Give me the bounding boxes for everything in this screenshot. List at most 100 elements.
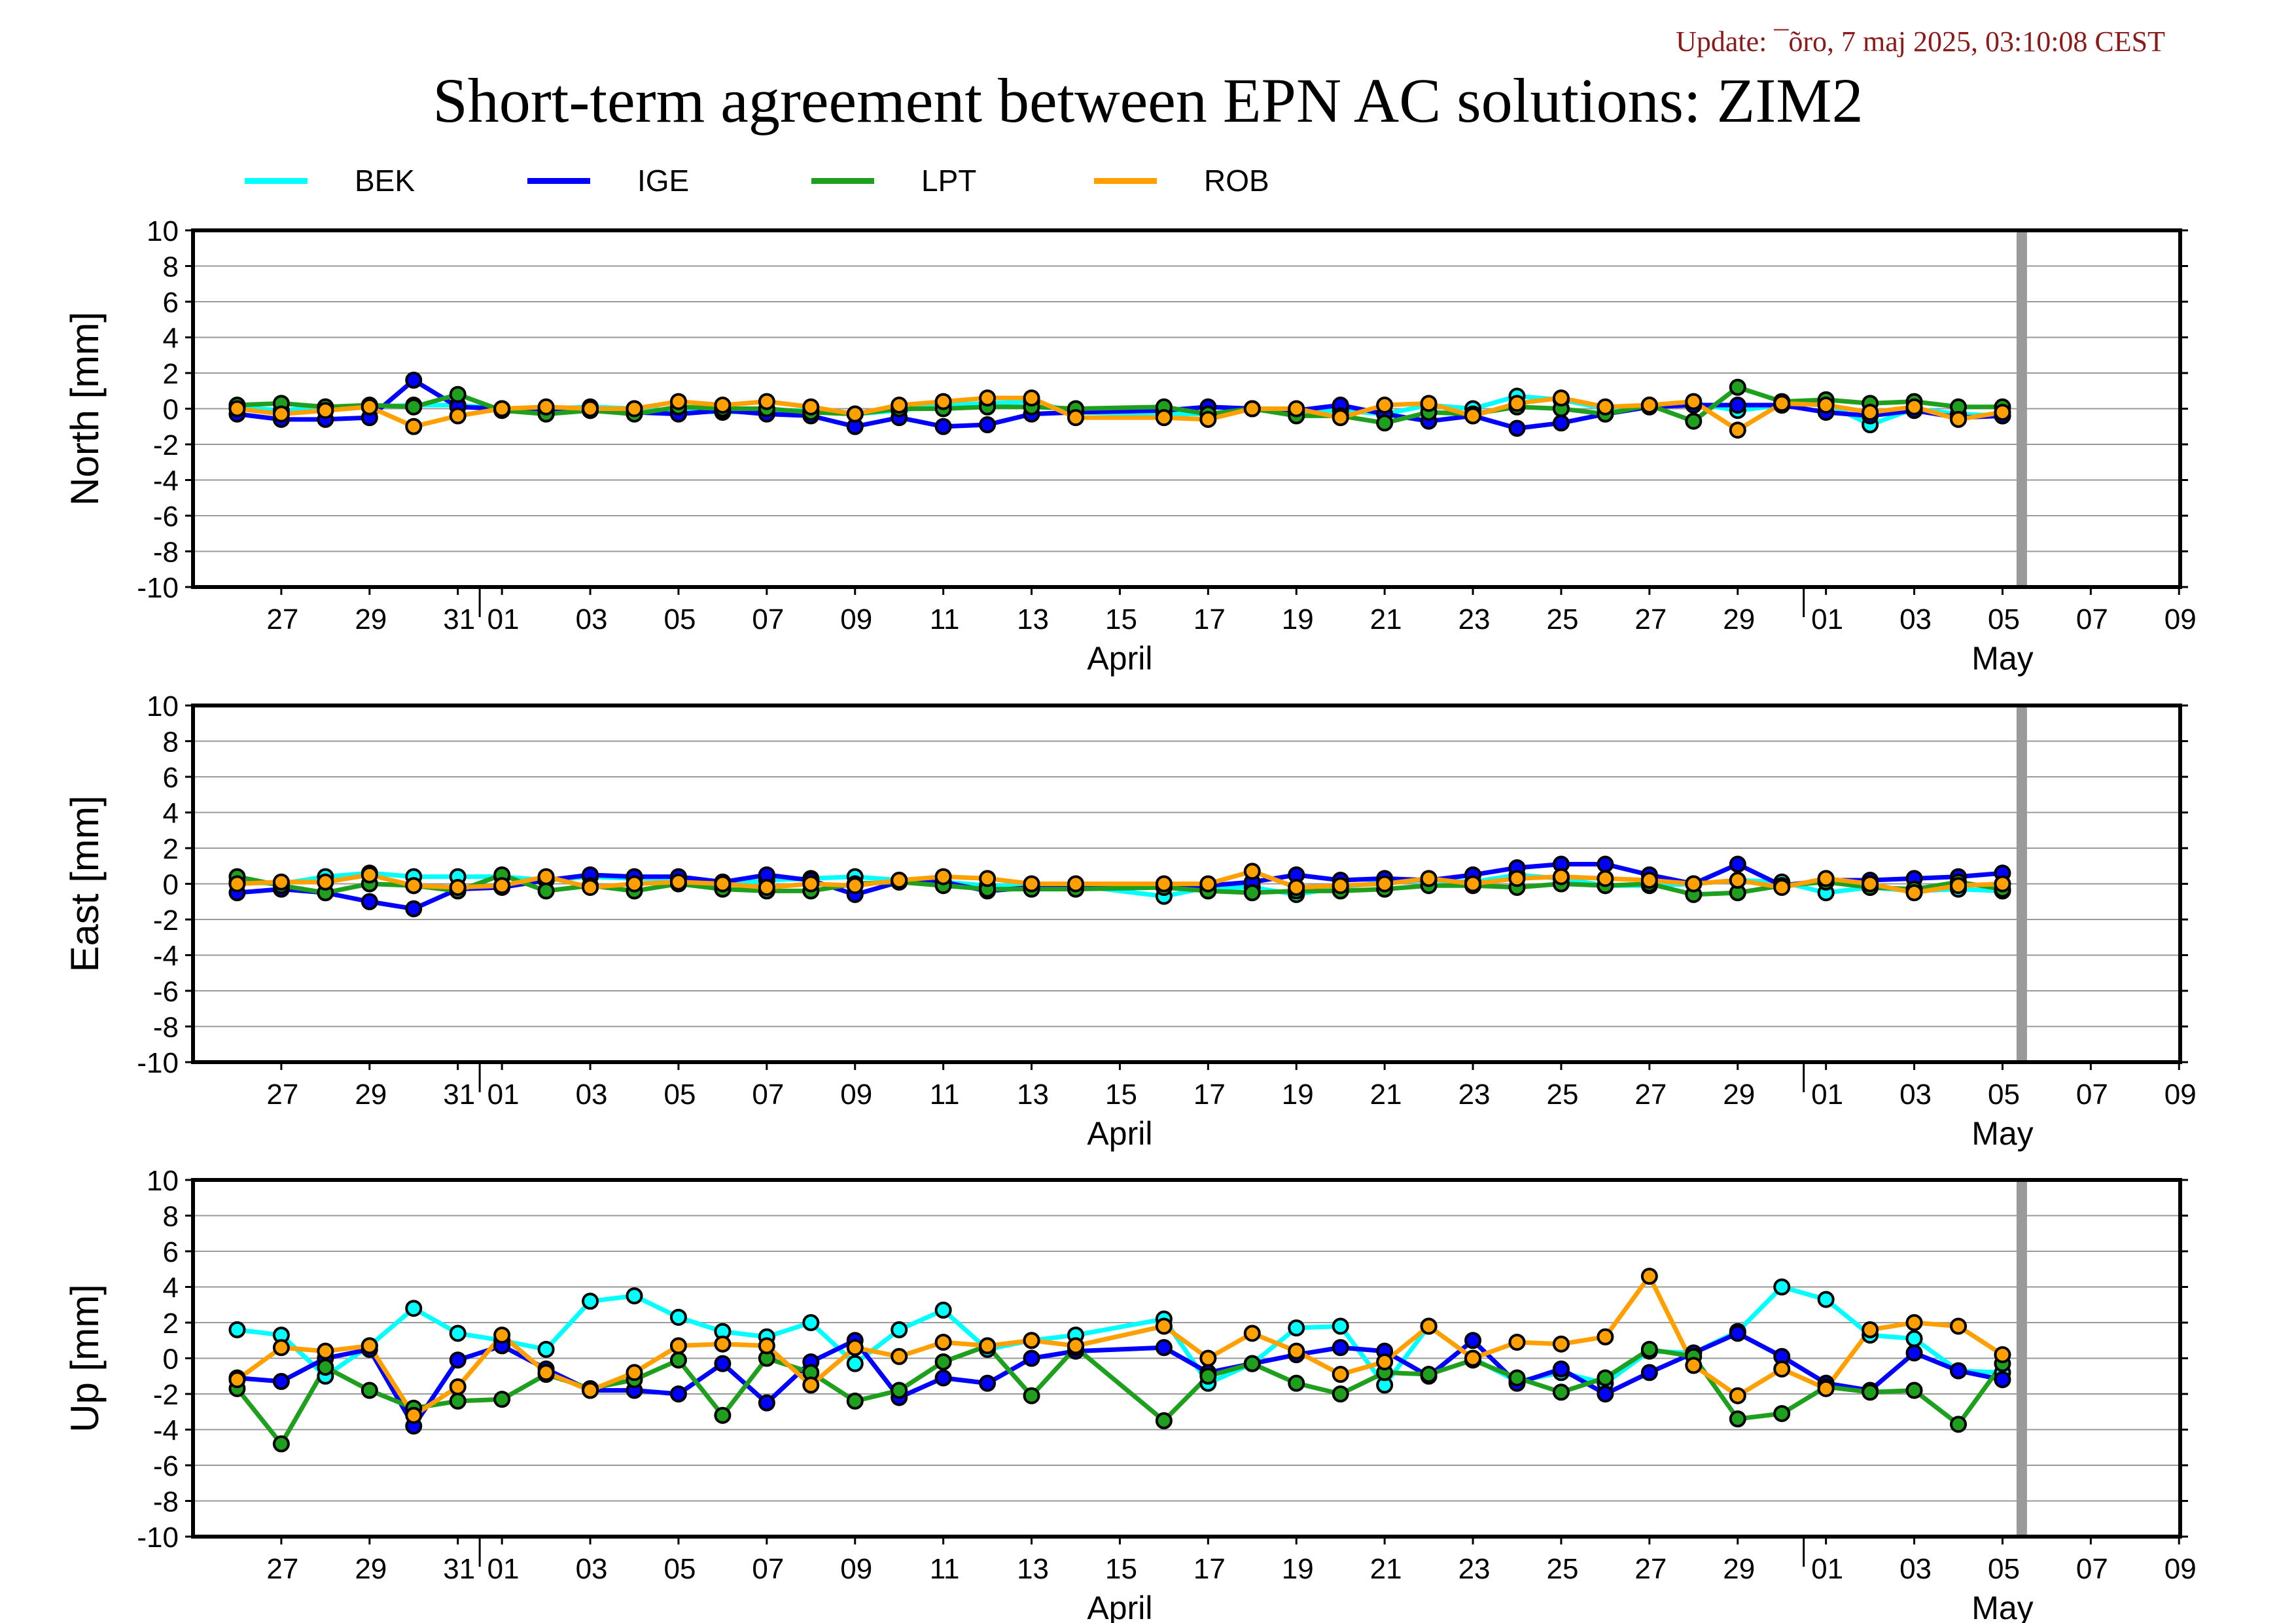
- x-tick-label: 17: [1193, 1553, 1226, 1585]
- data-point-rob: [1862, 403, 1879, 421]
- data-point-rob: [1552, 1335, 1570, 1353]
- x-tick-label: 03: [576, 1079, 608, 1111]
- x-tick-label: 11: [930, 1553, 960, 1585]
- data-point-rob: [714, 1335, 732, 1353]
- data-point-lpt: [537, 882, 555, 900]
- data-point-bek: [1817, 1291, 1835, 1308]
- data-point-rob: [1155, 875, 1173, 893]
- x-tick-label: 11: [930, 603, 960, 635]
- x-tick-label: 15: [1105, 1553, 1137, 1585]
- data-point-ige: [1729, 1325, 1746, 1342]
- data-point-rob: [537, 1364, 555, 1382]
- y-tick-label: -8: [153, 537, 179, 569]
- data-point-rob: [1729, 1387, 1746, 1404]
- x-tick-label: 21: [1370, 603, 1402, 635]
- x-tick-label: 13: [1017, 1079, 1049, 1111]
- data-point-rob: [1464, 875, 1482, 893]
- x-tick-label: 19: [1282, 603, 1314, 635]
- data-point-lpt: [1950, 1416, 1967, 1433]
- x-tick-label: 27: [266, 1553, 298, 1585]
- y-tick-label: 6: [163, 287, 179, 319]
- data-point-ige: [1552, 1360, 1570, 1378]
- x-tick-label: 23: [1458, 603, 1491, 635]
- y-tick-label: 2: [163, 833, 179, 865]
- data-point-lpt: [891, 1382, 908, 1399]
- x-tick-label: 01: [1811, 1079, 1843, 1111]
- y-tick-label: -8: [153, 1486, 179, 1518]
- data-point-rob: [1597, 398, 1614, 416]
- data-point-rob: [979, 1337, 997, 1355]
- x-tick-label: 29: [1723, 1079, 1755, 1111]
- data-point-bek: [1332, 1317, 1349, 1335]
- data-point-rob: [1862, 875, 1879, 893]
- data-point-ige: [934, 1369, 952, 1387]
- x-tick-label: 07: [752, 1553, 784, 1585]
- data-point-rob: [1199, 410, 1217, 428]
- x-tick-label: 29: [1723, 603, 1755, 635]
- data-point-rob: [1243, 1325, 1261, 1342]
- data-point-ige: [1905, 1344, 1923, 1362]
- data-point-rob: [1288, 1342, 1305, 1360]
- data-point-rob: [1950, 877, 1967, 895]
- data-point-rob: [1023, 1332, 1040, 1349]
- data-point-lpt: [1023, 1387, 1040, 1404]
- panel-1: 10 8 6 42 0-2 -4 -6 -8-10 27 29 31 01 03 05 07 09 11 13 15…: [63, 690, 2197, 1152]
- data-point-rob: [979, 389, 997, 407]
- data-point-rob: [1905, 1314, 1923, 1331]
- data-point-rob: [1023, 389, 1040, 407]
- x-tick-label: 07: [2076, 603, 2108, 635]
- data-point-rob: [1994, 403, 2011, 421]
- y-tick-label: 6: [163, 762, 179, 794]
- data-point-rob: [493, 877, 511, 895]
- data-point-rob: [405, 877, 423, 895]
- data-point-rob: [1773, 878, 1791, 896]
- y-tick-label: 0: [163, 1344, 179, 1376]
- x-tick-label: 09: [2164, 603, 2197, 635]
- series-line-ige: [237, 1330, 2004, 1429]
- data-point-ige: [405, 900, 423, 918]
- data-point-ige: [1332, 1339, 1349, 1357]
- data-point-lpt: [934, 1353, 952, 1370]
- data-point-bek: [846, 1355, 864, 1372]
- y-tick-label: 10: [147, 1165, 179, 1197]
- data-point-rob: [934, 1333, 952, 1351]
- x-tick-label: 23: [1458, 1079, 1491, 1111]
- y-tick-label: -2: [153, 1379, 179, 1411]
- panel-2: 10 86 4 2 0-2 -4-6 -8 -10 27 29 31 01 03 05 07 09 11 13 15…: [63, 1165, 2197, 1623]
- legend-label-lpt: LPT: [921, 164, 977, 198]
- data-point-rob: [669, 1337, 687, 1355]
- data-point-rob: [846, 877, 864, 895]
- data-point-ige: [1994, 1371, 2011, 1389]
- legend-label-rob: ROB: [1204, 164, 1269, 198]
- plot-frame: [191, 1178, 2182, 1539]
- x-tick-label: 01: [487, 1553, 520, 1585]
- x-tick-label: 17: [1193, 1079, 1226, 1111]
- month-label: April: [1087, 1115, 1152, 1152]
- series-line-rob: [236, 1274, 2004, 1418]
- data-point-rob: [1508, 870, 1526, 887]
- data-point-rob: [1994, 1346, 2011, 1364]
- data-point-rob: [405, 418, 423, 435]
- y-tick-label: 0: [163, 394, 179, 426]
- data-point-lpt: [317, 1359, 334, 1376]
- legend-label-ige: IGE: [637, 164, 690, 198]
- data-point-rob: [1420, 1317, 1438, 1335]
- y-tick-label: 2: [163, 358, 179, 390]
- data-point-lpt: [1685, 412, 1703, 430]
- data-point-ige: [1640, 1364, 1658, 1382]
- data-point-rob: [361, 866, 378, 883]
- data-point-ige: [1597, 855, 1614, 873]
- data-point-rob: [1729, 421, 1746, 439]
- x-tick-label: 29: [1723, 1553, 1755, 1585]
- data-point-rob: [1773, 1360, 1791, 1378]
- x-tick-label: 07: [752, 1079, 784, 1111]
- data-point-lpt: [669, 1351, 687, 1369]
- data-point-lpt: [405, 398, 423, 416]
- data-point-lpt: [1288, 1374, 1305, 1392]
- data-point-lpt: [449, 385, 467, 403]
- y-tick-label: -4: [153, 465, 179, 497]
- data-point-rob: [493, 400, 511, 418]
- y-tick-label: -8: [153, 1012, 179, 1044]
- data-point-lpt: [1905, 1382, 1923, 1399]
